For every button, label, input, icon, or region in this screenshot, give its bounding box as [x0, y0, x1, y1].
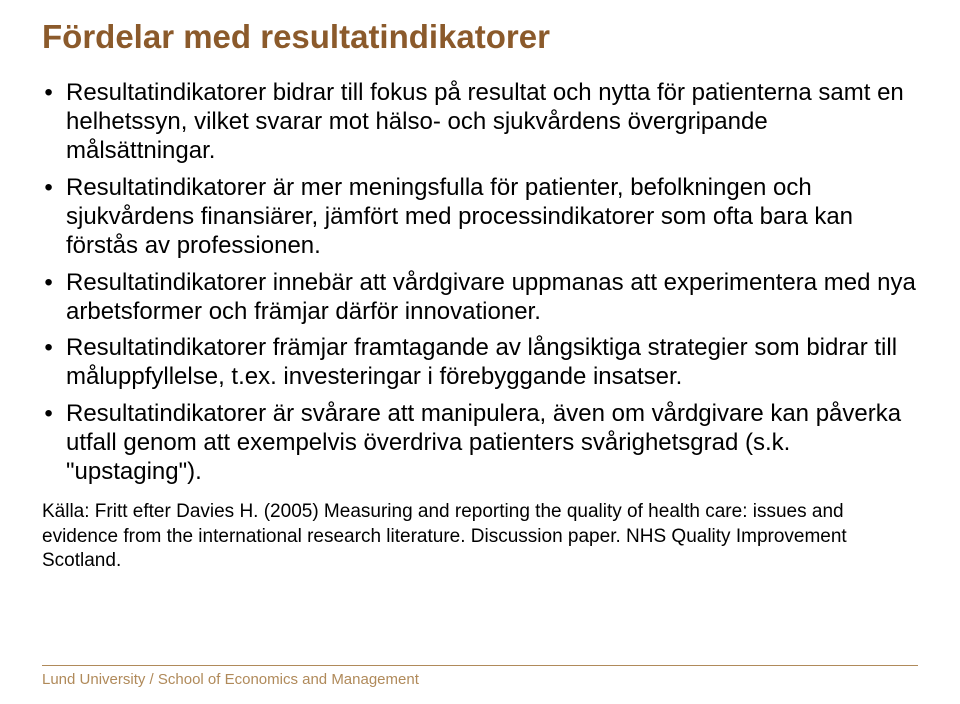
list-item: Resultatindikatorer främjar framtagande … — [66, 333, 918, 392]
list-item: Resultatindikatorer är mer meningsfulla … — [66, 173, 918, 261]
footer: Lund University / School of Economics an… — [42, 665, 918, 688]
slide: Fördelar med resultatindikatorer Resulta… — [0, 0, 960, 704]
bullet-list: Resultatindikatorer bidrar till fokus på… — [42, 78, 918, 486]
page-title: Fördelar med resultatindikatorer — [42, 18, 918, 56]
list-item: Resultatindikatorer innebär att vårdgiva… — [66, 268, 918, 327]
source-citation: Källa: Fritt efter Davies H. (2005) Meas… — [42, 500, 918, 573]
list-item: Resultatindikatorer är svårare att manip… — [66, 399, 918, 487]
list-item: Resultatindikatorer bidrar till fokus på… — [66, 78, 918, 166]
footer-text: Lund University / School of Economics an… — [42, 666, 918, 688]
